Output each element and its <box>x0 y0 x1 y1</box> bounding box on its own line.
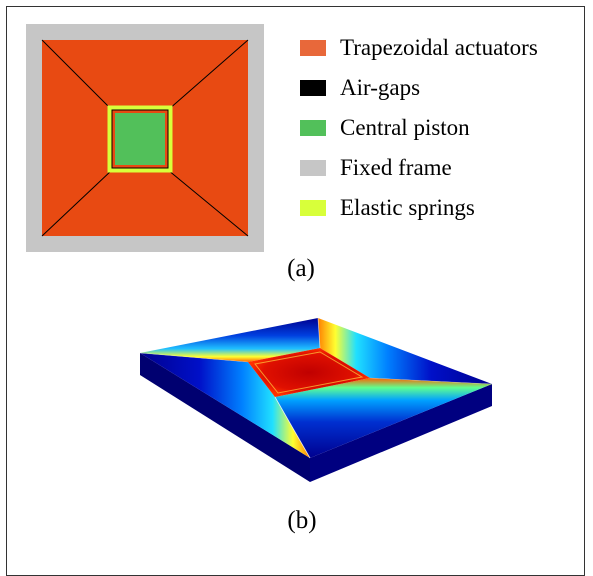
slab-side-left <box>140 353 310 482</box>
air-gap-line-bl <box>41 169 113 237</box>
slab-side-right <box>310 384 492 482</box>
swatch-springs <box>300 200 326 216</box>
caption-b: (b) <box>287 507 317 534</box>
central-piston-top <box>248 348 370 397</box>
swatch-actuators <box>300 40 326 56</box>
legend-label: Elastic springs <box>340 195 475 220</box>
piston-glow <box>254 351 364 394</box>
legend-item-piston: Central piston <box>300 108 538 148</box>
legend-label: Central piston <box>340 115 470 140</box>
swatch-frame <box>300 160 326 176</box>
top-face-left <box>140 353 310 458</box>
legend-item-frame: Fixed frame <box>300 148 538 188</box>
swatch-piston <box>300 120 326 136</box>
legend: Trapezoidal actuators Air-gaps Central p… <box>300 28 538 228</box>
caption-a: (a) <box>287 255 315 282</box>
legend-item-air-gaps: Air-gaps <box>300 68 538 108</box>
air-gap-line-right <box>369 377 493 385</box>
air-gap-line-front <box>274 396 311 459</box>
elastic-spring-ring <box>107 105 173 173</box>
top-face-top <box>140 318 320 362</box>
air-gap-line-left <box>139 352 249 363</box>
legend-label: Fixed frame <box>340 155 452 180</box>
legend-item-actuators: Trapezoidal actuators <box>300 28 538 68</box>
legend-label: Trapezoidal actuators <box>340 35 538 60</box>
top-face-bottom <box>275 378 492 458</box>
legend-label: Air-gaps <box>340 75 421 100</box>
deformation-3d-view <box>139 317 493 482</box>
swatch-air-gaps <box>300 80 326 96</box>
top-face-right <box>318 318 492 384</box>
air-gap-line-tl <box>41 39 113 111</box>
air-gap-line-br <box>167 169 249 237</box>
top-view-diagram <box>26 24 264 252</box>
legend-item-springs: Elastic springs <box>300 188 538 228</box>
air-gap-outline <box>111 109 169 169</box>
air-gap-line-tr <box>167 39 249 111</box>
air-gap-line-back <box>317 317 321 349</box>
central-piston <box>115 113 165 165</box>
